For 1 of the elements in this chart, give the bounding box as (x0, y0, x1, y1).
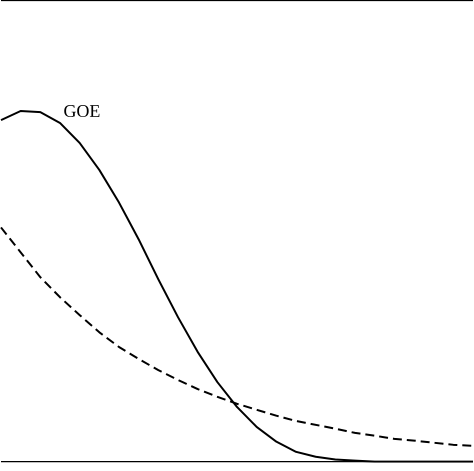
series-label: GOE (64, 105, 100, 118)
